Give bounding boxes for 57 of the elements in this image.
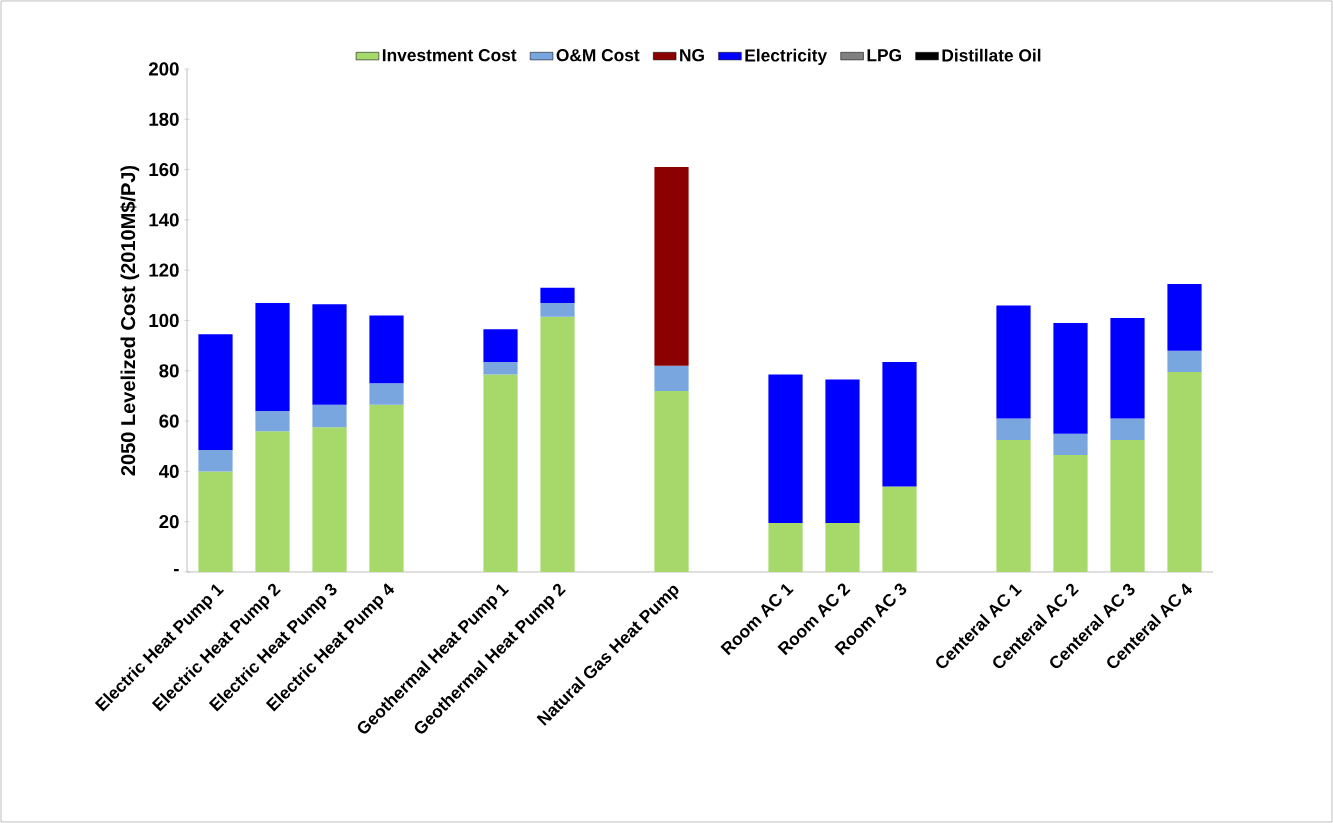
bar xyxy=(1053,455,1088,572)
bar xyxy=(369,383,404,405)
y-tick-label: 80 xyxy=(159,364,179,378)
bar xyxy=(1167,284,1202,351)
y-tick-label: 40 xyxy=(158,464,179,478)
bar xyxy=(369,315,404,384)
bar xyxy=(198,450,233,472)
bar xyxy=(369,404,404,572)
y-tick-label: 100 xyxy=(149,313,179,328)
legend-label: LPG xyxy=(867,49,901,62)
bar xyxy=(1110,439,1145,572)
y-tick-label: 200 xyxy=(148,62,179,76)
bar xyxy=(996,439,1031,572)
bar xyxy=(768,374,803,523)
bar xyxy=(483,329,518,362)
y-tick-label: 140 xyxy=(149,213,179,227)
bar xyxy=(1053,323,1088,434)
bar xyxy=(255,431,290,572)
bar xyxy=(654,365,689,391)
bar xyxy=(483,374,518,572)
y-tick-label: 160 xyxy=(149,162,179,177)
legend-label: Distillate Oil xyxy=(942,48,1041,62)
bar xyxy=(198,334,233,451)
legend-label: Electricity xyxy=(745,48,828,65)
bar xyxy=(312,427,347,572)
bar xyxy=(1110,418,1145,440)
bar xyxy=(768,522,803,572)
y-tick-label: 120 xyxy=(149,263,179,277)
bar xyxy=(825,522,860,572)
legend-label: Investment Cost xyxy=(382,49,517,62)
bar xyxy=(882,486,917,572)
bar xyxy=(996,418,1031,440)
legend-label: NG xyxy=(680,49,704,62)
bar xyxy=(255,302,290,412)
bar xyxy=(312,404,347,428)
bar xyxy=(255,411,290,432)
legend-label: O&M Cost xyxy=(556,49,640,62)
y-axis-title: 2050 Levelized Cost (2010M$/PJ) xyxy=(120,165,140,476)
bar xyxy=(1167,372,1202,572)
bar xyxy=(996,305,1031,419)
bar xyxy=(654,167,689,366)
y-tick-label: - xyxy=(173,569,179,572)
bar xyxy=(540,302,575,317)
y-tick-label: 60 xyxy=(159,414,179,428)
bar xyxy=(198,471,233,572)
bar xyxy=(882,361,917,487)
bar xyxy=(654,390,689,572)
y-tick-label: 20 xyxy=(159,515,179,529)
y-tick-label: 180 xyxy=(149,112,179,126)
bar xyxy=(483,361,518,375)
bar xyxy=(540,316,575,572)
bar xyxy=(312,304,347,405)
bar xyxy=(540,287,575,303)
bar xyxy=(1053,433,1088,456)
bar xyxy=(825,379,860,523)
bar xyxy=(1110,317,1145,419)
bar xyxy=(1167,350,1202,373)
